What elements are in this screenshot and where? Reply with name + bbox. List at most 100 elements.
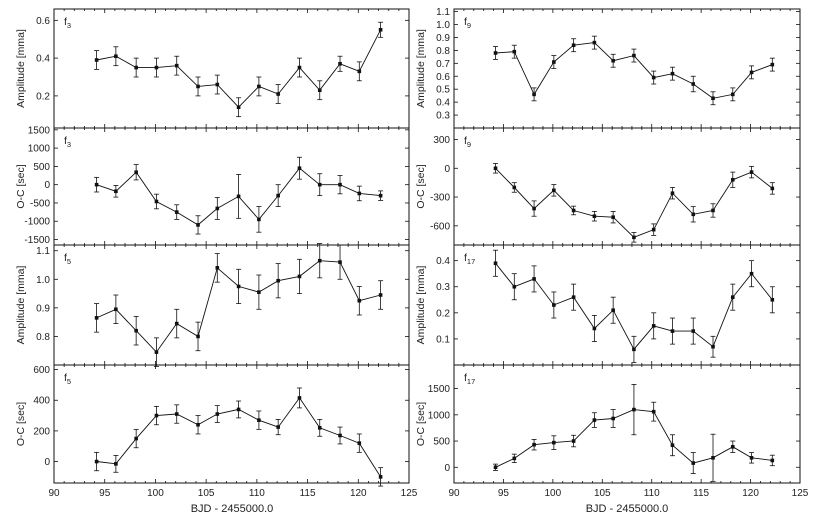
y-tick-label: 0 [444, 164, 450, 175]
data-point [154, 413, 159, 418]
data-point [257, 418, 261, 422]
panel-left-2: -1500 -1000 -500 0 500 1000 1500 O-C [sec] f3 [15, 125, 410, 246]
panel-label: f5 [64, 252, 71, 266]
y-tick-label: 0.4 [436, 256, 450, 267]
x-tick-label: 90 [448, 488, 460, 499]
x-tick-label: 110 [249, 488, 265, 499]
panel-label-sub: 17 [467, 377, 475, 386]
data-point [174, 412, 179, 416]
data-point [532, 442, 536, 447]
y-axis-label: O-C [sec] [415, 402, 427, 446]
data-point [512, 284, 517, 289]
data-point [94, 459, 99, 464]
y-axis-label: Amplitude [mma] [15, 266, 27, 345]
data-point [770, 62, 775, 67]
data-point [134, 170, 138, 175]
x-axis-label-right: BJD - 2455000.0 [586, 503, 669, 515]
y-tick-label: 0 [44, 457, 50, 468]
panel-frame [453, 8, 801, 129]
y-tick-label: 1.1 [436, 7, 450, 18]
y-tick-label: -300 [430, 193, 450, 204]
panel-label: f5 [64, 372, 71, 386]
data-point [257, 290, 261, 294]
data-point [317, 182, 322, 187]
panel-label-main: f [64, 252, 67, 264]
data-point [338, 260, 342, 264]
data-point [632, 347, 636, 352]
panel-label-main: f [64, 16, 67, 28]
panel-label-sub: 5 [67, 377, 71, 386]
panel-label: f17 [464, 252, 475, 266]
x-tick-label: 125 [792, 488, 809, 499]
data-point [317, 426, 322, 430]
data-point [711, 344, 715, 349]
data-point [215, 206, 220, 211]
data-point [94, 316, 99, 320]
panel-label-main: f [64, 135, 67, 147]
y-tick-label: 1.1 [36, 246, 50, 257]
y-tick-label: 0.8 [36, 332, 50, 343]
data-point [691, 329, 696, 333]
panel-label: f9 [464, 135, 471, 149]
data-point [670, 191, 675, 196]
y-tick-label: 0 [444, 463, 450, 474]
data-point [632, 235, 636, 240]
panel-label-main: f [464, 252, 467, 264]
panel-right-2: -600 -300 0 300 O-C [sec] f9 [415, 127, 801, 246]
data-point [174, 210, 179, 214]
data-point [114, 307, 118, 312]
data-point [749, 170, 754, 174]
data-point [134, 65, 138, 70]
data-point [338, 433, 342, 438]
data-point [512, 456, 517, 461]
data-point [749, 456, 754, 460]
y-tick-label: 0.2 [36, 91, 50, 102]
data-point [257, 217, 261, 222]
data-point [114, 54, 118, 59]
data-point [770, 458, 775, 463]
data-point [632, 407, 636, 412]
data-point [276, 193, 280, 198]
data-point [691, 212, 696, 217]
data-point [297, 65, 302, 70]
series-line [495, 167, 773, 238]
panel-left-4: 90 95 100 105 110 115 120 125 0 200 400 600 O-C [sec… [15, 364, 418, 499]
data-point [711, 208, 715, 213]
data-point [691, 461, 696, 465]
y-tick-label: 0.6 [436, 72, 450, 83]
y-tick-label: -500 [30, 198, 50, 209]
data-point [749, 70, 754, 75]
data-point [338, 182, 342, 187]
x-tick-label: 115 [300, 488, 316, 499]
x-tick-label: 125 [401, 488, 418, 499]
y-tick-label: 300 [433, 135, 450, 146]
data-point [493, 261, 498, 266]
data-point [730, 92, 735, 97]
panel-label-sub: 3 [67, 140, 71, 149]
y-axis-label: Amplitude [mma] [415, 29, 427, 108]
data-point [592, 418, 597, 422]
data-point [378, 193, 383, 198]
x-tick-label: 120 [350, 488, 367, 499]
data-point [711, 456, 715, 460]
data-point [512, 49, 517, 54]
data-point [338, 61, 342, 66]
y-tick-label: 0.3 [436, 282, 450, 293]
panel-right-3: 0.1 0.2 0.3 0.4 Amplitude [mma] f17 [415, 244, 801, 366]
x-tick-label: 105 [594, 488, 611, 499]
data-point [357, 441, 362, 445]
x-tick-label: 105 [198, 488, 215, 499]
data-point [317, 88, 322, 93]
data-point [651, 324, 656, 328]
data-point [592, 214, 597, 219]
y-axis-label: O-C [sec] [415, 164, 427, 208]
data-point [236, 407, 241, 412]
data-point [134, 328, 138, 333]
y-tick-label: 0.3 [436, 111, 450, 122]
panel-label-main: f [464, 372, 467, 384]
y-tick-label: 500 [433, 437, 450, 448]
y-tick-label: 1000 [428, 410, 451, 421]
y-tick-label: -1500 [24, 235, 50, 246]
